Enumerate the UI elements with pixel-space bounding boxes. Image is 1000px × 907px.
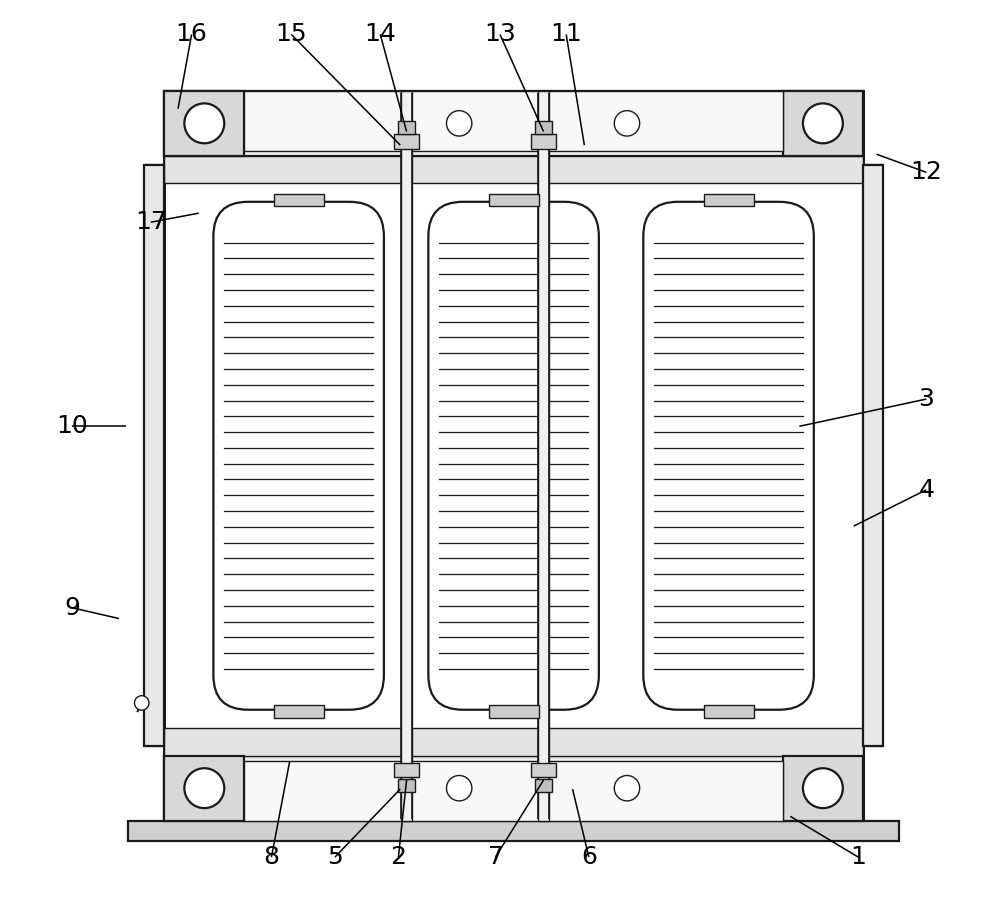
Circle shape bbox=[446, 775, 472, 801]
Text: 13: 13 bbox=[484, 23, 516, 46]
Circle shape bbox=[184, 103, 224, 143]
Bar bbox=[863, 165, 883, 746]
Bar bbox=[398, 122, 415, 134]
Bar bbox=[394, 134, 419, 149]
Bar bbox=[164, 91, 863, 821]
Text: 11: 11 bbox=[550, 23, 582, 46]
Text: 5: 5 bbox=[327, 845, 343, 869]
Bar bbox=[244, 761, 783, 821]
Bar bbox=[164, 756, 244, 821]
Bar bbox=[531, 134, 556, 149]
Bar bbox=[164, 728, 863, 756]
Text: 9: 9 bbox=[64, 596, 80, 619]
Bar bbox=[783, 756, 863, 821]
Bar bbox=[704, 706, 754, 718]
Text: 4: 4 bbox=[918, 478, 934, 502]
Bar bbox=[128, 821, 899, 841]
Text: 16: 16 bbox=[176, 23, 208, 46]
Circle shape bbox=[803, 768, 843, 808]
Bar bbox=[274, 706, 324, 718]
Bar bbox=[704, 194, 754, 206]
Bar bbox=[783, 91, 863, 156]
Bar bbox=[394, 763, 419, 777]
Bar bbox=[535, 779, 552, 792]
Text: 14: 14 bbox=[364, 23, 396, 46]
Bar bbox=[164, 91, 863, 156]
Circle shape bbox=[803, 103, 843, 143]
Text: 2: 2 bbox=[390, 845, 406, 869]
Bar bbox=[164, 756, 863, 821]
Bar bbox=[164, 91, 244, 156]
Bar bbox=[144, 165, 164, 746]
Circle shape bbox=[134, 696, 149, 710]
Bar bbox=[489, 194, 539, 206]
Bar bbox=[164, 156, 863, 183]
Bar bbox=[401, 91, 412, 821]
Bar bbox=[489, 706, 539, 718]
Text: 3: 3 bbox=[918, 387, 934, 411]
FancyBboxPatch shape bbox=[643, 201, 814, 709]
Bar bbox=[244, 91, 783, 151]
Text: 17: 17 bbox=[135, 210, 167, 234]
Circle shape bbox=[446, 111, 472, 136]
FancyBboxPatch shape bbox=[428, 201, 599, 709]
Bar bbox=[531, 763, 556, 777]
Bar bbox=[274, 194, 324, 206]
Text: 15: 15 bbox=[276, 23, 307, 46]
Circle shape bbox=[184, 768, 224, 808]
Text: 1: 1 bbox=[850, 845, 866, 869]
Circle shape bbox=[614, 775, 640, 801]
Circle shape bbox=[614, 111, 640, 136]
Text: 8: 8 bbox=[263, 845, 279, 869]
Text: 6: 6 bbox=[581, 845, 597, 869]
Text: 10: 10 bbox=[56, 414, 88, 438]
Bar bbox=[538, 91, 549, 821]
Text: 12: 12 bbox=[910, 161, 942, 184]
Text: 7: 7 bbox=[488, 845, 503, 869]
FancyBboxPatch shape bbox=[213, 201, 384, 709]
Bar bbox=[535, 122, 552, 134]
Bar bbox=[398, 779, 415, 792]
